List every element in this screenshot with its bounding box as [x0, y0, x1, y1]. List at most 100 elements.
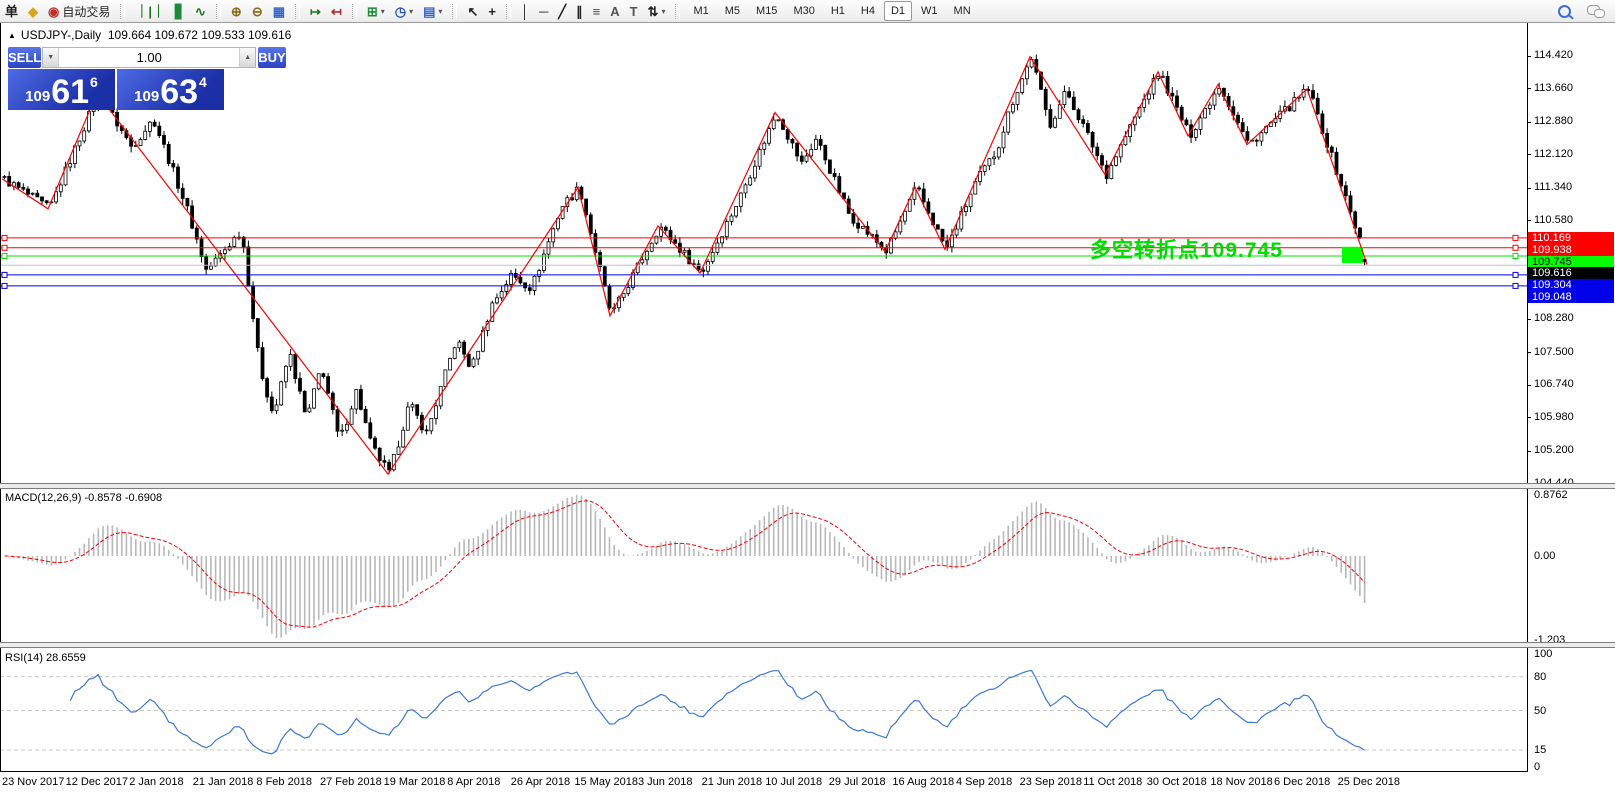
label-button[interactable]: T: [626, 2, 642, 21]
horizontal-line-button[interactable]: ─: [535, 2, 552, 21]
volume-input[interactable]: [59, 48, 240, 67]
macd-canvas[interactable]: [0, 489, 1527, 643]
chart-title: ▲ USDJPY-,Daily 109.664 109.672 109.533 1…: [8, 28, 291, 42]
price-axis-tick: [1527, 352, 1531, 354]
price-level-label: 109.304: [1528, 279, 1614, 292]
ohlc-values: 109.664 109.672 109.533 109.616: [107, 28, 292, 42]
zoom-in-button[interactable]: ⊕: [227, 2, 246, 21]
volume-decrease-button[interactable]: ▼: [43, 48, 60, 67]
timeframe-d1[interactable]: D1: [883, 1, 913, 21]
tile-windows-button[interactable]: ▦: [269, 2, 289, 21]
new-order-icon: 单: [5, 3, 19, 19]
rsi-axis-label: 100: [1534, 648, 1553, 660]
price-axis-tick: [1527, 187, 1531, 189]
periods-button[interactable]: ◷ ▾: [391, 2, 417, 21]
main-chart-canvas[interactable]: [0, 23, 1527, 483]
rsi-label: RSI(14) 28.6559: [5, 652, 86, 664]
horizontal-line-icon: ─: [539, 3, 549, 19]
date-axis-label: 12 Dec 2017: [65, 776, 128, 788]
symbol-period-label: USDJPY-,Daily: [20, 28, 102, 42]
auto-trading-button-label: 自动交易: [62, 4, 111, 19]
timeframe-m30[interactable]: M30: [793, 5, 815, 17]
timeframe-h4[interactable]: H4: [860, 5, 875, 17]
text-button[interactable]: A: [606, 2, 623, 21]
auto-trading-button[interactable]: ◉ 自动交易: [44, 2, 114, 21]
timeframe-mn[interactable]: MN: [953, 5, 971, 17]
toolbar-separator: [351, 3, 357, 19]
rsi-axis-label: 15: [1534, 744, 1547, 757]
date-axis-label: 23 Sep 2018: [1019, 776, 1082, 788]
macd-axis-label: 0.8762: [1534, 489, 1568, 502]
timeframe-m5[interactable]: M5: [724, 5, 741, 17]
chart-shift-button[interactable]: ↤: [327, 2, 346, 21]
bar-chart-button[interactable]: ｜|｜: [131, 2, 169, 21]
vertical-line-icon: │: [520, 3, 530, 19]
sell-price[interactable]: 109 61 6: [8, 69, 115, 110]
dropdown-arrow-icon[interactable]: ▾: [661, 6, 666, 16]
buy-price-big: 63: [160, 73, 199, 112]
fibonacci-button[interactable]: ≡: [589, 2, 605, 21]
periods-icon: ◷: [394, 3, 407, 19]
sell-price-prefix: 109: [25, 88, 51, 105]
pivot-annotation-text[interactable]: 多空转折点109.745: [1090, 239, 1283, 262]
price-axis-tick: [1527, 318, 1531, 320]
new-order-button[interactable]: 单: [1, 2, 22, 21]
fibonacci-icon: ≡: [592, 3, 601, 19]
panel-separator[interactable]: [0, 483, 1615, 489]
rsi-axis-label: 0: [1534, 761, 1541, 773]
volume-stepper: ▼ ▲: [42, 47, 257, 68]
candlestick-chart-button[interactable]: ▋: [171, 2, 189, 21]
channel-button[interactable]: ∥: [572, 2, 587, 21]
arrows-button[interactable]: ⇅ ▾: [644, 2, 670, 21]
symbol-marker-icon[interactable]: ▲: [8, 31, 16, 40]
timeframe-m15[interactable]: M15: [756, 5, 778, 17]
date-axis-label: 10 Jul 2018: [765, 776, 823, 788]
buy-button[interactable]: BUY: [258, 47, 286, 68]
date-axis-label: 6 Dec 2018: [1274, 776, 1331, 788]
price-axis-tick: [1527, 417, 1531, 419]
cursor-button[interactable]: ↖: [463, 2, 482, 21]
rsi-canvas[interactable]: [0, 649, 1527, 771]
date-axis-label: 21 Jun 2018: [701, 776, 763, 788]
price-axis-tick: [1527, 450, 1531, 452]
zoom-in-icon: ⊕: [230, 3, 242, 19]
templates-button[interactable]: ▤ ▾: [419, 2, 446, 21]
volume-increase-button[interactable]: ▲: [239, 48, 256, 67]
zoom-out-button[interactable]: ⊖: [248, 2, 267, 21]
price-level-label: 109.616: [1528, 267, 1614, 280]
trendline-button[interactable]: ╱: [554, 2, 570, 21]
dropdown-arrow-icon[interactable]: ▾: [409, 6, 414, 16]
date-axis-label: 4 Sep 2018: [956, 776, 1013, 788]
price-axis-tick: [1527, 154, 1531, 156]
chat-icon[interactable]: [1587, 5, 1605, 18]
vertical-line-button[interactable]: │: [517, 2, 533, 21]
date-axis-label: 27 Feb 2018: [320, 776, 382, 788]
line-chart-button[interactable]: ∿: [191, 2, 210, 21]
price-axis-tick: [1527, 220, 1531, 222]
buy-price[interactable]: 109 63 4: [117, 69, 224, 110]
dropdown-arrow-icon[interactable]: ▾: [380, 6, 385, 16]
dropdown-arrow-icon[interactable]: ▾: [438, 6, 443, 16]
price-axis-label: 108.280: [1534, 312, 1574, 325]
toolbar-right: [1558, 0, 1605, 23]
cursor-icon: ↖: [467, 3, 479, 19]
date-axis-label: 15 May 2018: [574, 776, 638, 788]
date-axis-label: 26 Apr 2018: [510, 776, 571, 788]
search-icon[interactable]: [1558, 5, 1571, 18]
price-axis-label: 112.120: [1534, 147, 1573, 160]
crosshair-button[interactable]: +: [484, 2, 500, 21]
timeframe-w1[interactable]: W1: [921, 5, 938, 17]
panel-separator[interactable]: [0, 642, 1615, 648]
price-axis-label: 105.200: [1534, 444, 1574, 457]
gold-ingot-icon[interactable]: ◆: [24, 2, 42, 21]
chart-shift-icon: ↤: [330, 3, 342, 19]
auto-scroll-button[interactable]: ↦: [306, 2, 325, 21]
date-axis-label: 2 Jan 2018: [129, 776, 184, 788]
sell-button[interactable]: SELL: [8, 47, 42, 68]
timeframe-m1[interactable]: M1: [693, 5, 709, 17]
price-axis-label: 113.660: [1534, 81, 1573, 94]
date-axis-label: 25 Dec 2018: [1337, 776, 1400, 788]
indicators-button[interactable]: ⊞ ▾: [363, 2, 389, 21]
timeframe-h1[interactable]: H1: [830, 5, 845, 17]
price-axis-tick: [1527, 55, 1531, 57]
